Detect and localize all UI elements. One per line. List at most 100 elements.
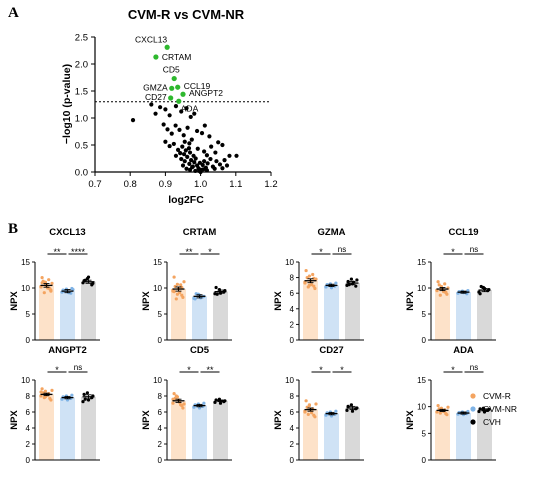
volcano-point-label: ADA (181, 103, 199, 113)
volcano-y-tick-label: 0.5 (75, 141, 88, 152)
bar-panel-title: CD5 (190, 345, 210, 356)
bar-cvh (81, 281, 96, 340)
bar-y-tick-label: 10 (153, 284, 162, 293)
volcano-point (220, 142, 225, 148)
data-point-cvm-r (443, 282, 447, 286)
bar-y-tick-label: 15 (153, 258, 162, 267)
volcano-point (187, 150, 193, 155)
data-point-cvm-r (311, 272, 315, 277)
volcano-point (167, 143, 172, 149)
significance-label: ns (74, 363, 82, 372)
bar-panel-y-title: NPX (405, 410, 416, 430)
significance-label: * (451, 247, 455, 257)
data-point-cvm-r (314, 402, 318, 406)
data-point-cvh (478, 292, 482, 296)
volcano-point (204, 153, 210, 158)
data-point-cvm-r (39, 390, 43, 394)
bar-cvm-r (303, 280, 318, 340)
data-point-cvm-r (50, 388, 54, 392)
data-point-cvm-nr (466, 289, 470, 293)
data-point-cvm-r (172, 275, 176, 279)
bar-y-tick-label: 6 (158, 408, 163, 417)
bar-y-tick-label: 8 (158, 392, 163, 401)
data-point-cvm-r (181, 406, 185, 410)
data-point-cvm-r (313, 286, 317, 291)
volcano-point (209, 144, 214, 149)
data-point-cvm-r (182, 402, 186, 406)
significance-label: ns (470, 245, 478, 254)
volcano-y-title: −log10 (p-value) (61, 64, 73, 144)
significance-label: ** (185, 247, 193, 257)
data-point-cvh (218, 401, 223, 405)
data-point-cvm-nr (70, 393, 74, 397)
bar-cvm-nr (60, 397, 75, 460)
data-point-cvm-r (40, 387, 44, 391)
volcano-highlight-point (175, 84, 181, 90)
volcano-point (234, 153, 239, 158)
data-point-cvm-r (172, 290, 176, 294)
bar-cvm-nr (324, 285, 339, 340)
volcano-y-tick-label: 0.0 (75, 168, 88, 179)
bar-cvm-nr (192, 405, 207, 460)
volcano-y-tick-label: 1.5 (75, 87, 88, 98)
volcano-point (222, 158, 227, 163)
data-point-cvm-r (175, 282, 179, 286)
bar-panel-y-title: NPX (141, 291, 152, 311)
data-point-cvm-r (304, 399, 308, 403)
volcano-x-ticks: 0.7 0.8 0.9 1.0 1.1 1.2 (88, 172, 278, 190)
bar-y-tick-label: 8 (290, 274, 295, 283)
data-point-cvm-r (175, 292, 179, 296)
bar-panel-title: GZMA (318, 227, 346, 238)
volcano-point (158, 105, 163, 110)
significance-label: * (208, 247, 212, 257)
data-point-cvm-nr (192, 405, 196, 409)
data-point-cvh (81, 400, 85, 404)
bar-cvm-nr (456, 292, 471, 340)
volcano-point-label: GMZA (143, 82, 168, 92)
volcano-x-tick-label: 1.2 (264, 179, 277, 190)
data-point-cvm-r (313, 415, 317, 419)
volcano-point (201, 167, 206, 172)
data-point-cvh (82, 392, 86, 396)
data-point-cvm-nr (334, 281, 338, 285)
data-point-cvm-r (446, 405, 450, 409)
bar-panel-title: CD27 (319, 345, 343, 356)
bar-y-tick-label: 4 (26, 424, 31, 433)
volcano-point (179, 109, 184, 114)
volcano-point-label: CCL19 (184, 81, 211, 91)
bar-cvh (213, 291, 228, 340)
volcano-highlight-point (169, 85, 175, 91)
volcano-point (185, 125, 190, 130)
volcano-point (192, 111, 197, 116)
bar-cvh (81, 396, 96, 460)
data-point-cvm-nr (71, 287, 75, 292)
bar-y-tick-label: 4 (290, 424, 295, 433)
volcano-point (181, 152, 187, 157)
volcano-point (181, 133, 186, 138)
volcano-point (214, 159, 219, 164)
bar-panel-cd27: CD27 NPX 0 2 4 6 8 10 * * (273, 345, 364, 465)
data-point-cvm-r (171, 401, 175, 405)
volcano-point (184, 106, 189, 111)
bar-cvm-nr (456, 413, 471, 460)
volcano-x-title: log2FC (168, 194, 204, 206)
data-point-cvh (350, 409, 355, 413)
data-point-cvm-r (42, 291, 46, 295)
volcano-point (212, 166, 217, 171)
legend-label-cvm-r: CVM-R (483, 391, 511, 401)
volcano-title: CVM-R vs CVM-NR (128, 7, 245, 22)
data-point-cvm-r (435, 410, 439, 414)
data-point-cvh (346, 279, 350, 284)
bar-y-tick-label: 0 (422, 336, 427, 345)
bar-y-tick-label: 15 (417, 376, 426, 385)
volcano-point (192, 160, 197, 165)
volcano-point (205, 161, 210, 166)
data-point-cvm-r (47, 278, 51, 282)
bar-cvm-nr (192, 296, 207, 340)
volcano-highlight-point (168, 95, 174, 101)
data-point-cvh (345, 408, 349, 412)
volcano-point (202, 123, 207, 128)
volcano-point (217, 162, 223, 167)
significance-label: ** (53, 247, 61, 257)
